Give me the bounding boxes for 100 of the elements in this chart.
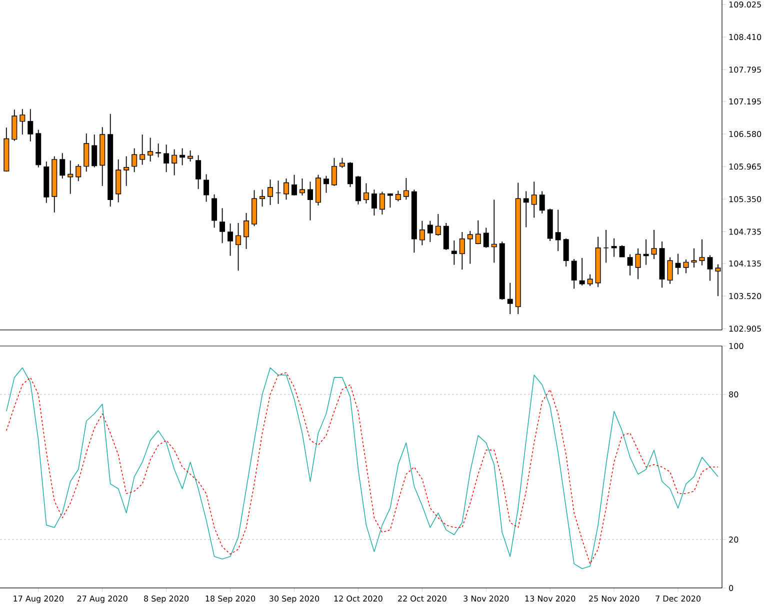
candlestick xyxy=(683,259,689,274)
x-tick-label: 27 Aug 2020 xyxy=(77,596,128,604)
candlestick xyxy=(491,199,497,264)
candlestick xyxy=(212,194,218,228)
candlestick xyxy=(467,230,473,264)
candlestick xyxy=(164,144,170,173)
candlestick xyxy=(76,164,82,182)
candlestick xyxy=(196,154,202,190)
candlestick xyxy=(307,181,313,221)
candlestick xyxy=(379,191,385,215)
x-tick-label: 22 Oct 2020 xyxy=(398,596,446,602)
candlestick xyxy=(691,248,697,268)
candlestick xyxy=(523,190,529,228)
candlestick xyxy=(347,162,353,188)
candlestick xyxy=(587,274,593,286)
y-tick-label: 104.735 xyxy=(729,228,761,235)
candlestick xyxy=(475,220,481,245)
candlestick xyxy=(427,220,433,243)
candlestick xyxy=(132,148,138,173)
candlestick xyxy=(188,150,194,162)
candlestick xyxy=(355,175,361,205)
candlestick xyxy=(667,256,673,284)
candlestick xyxy=(387,192,393,208)
candlestick xyxy=(419,220,425,246)
candlestick xyxy=(220,208,226,244)
candlestick xyxy=(148,137,154,162)
candlestick xyxy=(635,248,641,280)
y-tick-label: 100 xyxy=(729,342,744,350)
candlestick xyxy=(531,181,537,218)
candlestick xyxy=(180,148,186,166)
candlestick xyxy=(92,134,98,168)
candlestick xyxy=(291,174,297,196)
candlestick xyxy=(371,189,377,216)
y-tick-label: 107.795 xyxy=(729,66,761,73)
candlestick xyxy=(299,178,305,196)
candlestick xyxy=(443,222,449,250)
candlestick xyxy=(204,174,210,202)
candlestick xyxy=(28,108,34,142)
candlestick xyxy=(699,238,705,266)
y-tick-label: 102.905 xyxy=(729,326,761,332)
y-tick-label: 103.520 xyxy=(729,293,762,300)
candlestick xyxy=(651,229,657,260)
candlestick xyxy=(60,152,66,179)
y-tick-label: 105.965 xyxy=(729,164,761,170)
candlestick xyxy=(236,222,242,272)
x-tick-label: 13 Nov 2020 xyxy=(525,596,576,602)
y-tick-label: 104.135 xyxy=(729,260,761,267)
candlestick xyxy=(459,232,465,270)
candlestick xyxy=(707,254,713,282)
candlestick xyxy=(140,134,146,166)
candlestick xyxy=(571,258,577,290)
y-tick-label: 108.410 xyxy=(729,34,762,40)
candlestick xyxy=(284,178,289,200)
candlestick xyxy=(435,214,441,236)
candlestick xyxy=(603,229,609,264)
candlestick xyxy=(12,109,18,142)
candlestick xyxy=(172,148,178,176)
candlestick xyxy=(395,190,401,202)
x-tick-label: 7 Dec 2020 xyxy=(656,596,700,602)
y-tick-label: 107.195 xyxy=(729,98,761,104)
x-tick-label: 17 Aug 2020 xyxy=(14,596,64,604)
candlestick xyxy=(339,157,345,168)
candlestick xyxy=(579,258,585,286)
candlestick xyxy=(244,212,250,250)
x-tick-label: 30 Sep 2020 xyxy=(270,596,320,604)
candlestick xyxy=(675,253,681,275)
candlestick xyxy=(156,143,162,158)
candlestick xyxy=(539,190,545,214)
candlestick xyxy=(611,238,617,258)
y-tick-label: 109.025 xyxy=(729,1,761,8)
candlestick xyxy=(451,240,457,266)
x-tick-label: 3 Nov 2020 xyxy=(464,596,509,602)
candlestick xyxy=(276,180,282,204)
candlestick xyxy=(483,227,489,248)
candlestick xyxy=(260,189,266,208)
candlestick xyxy=(619,244,625,258)
candlestick xyxy=(643,238,649,266)
candlestick xyxy=(116,158,122,203)
candlestick xyxy=(627,254,633,276)
y-tick-label: 105.350 xyxy=(729,196,762,202)
candlestick xyxy=(563,238,569,267)
candlestick xyxy=(84,133,90,172)
y-tick-label: 20 xyxy=(729,536,738,543)
candlestick xyxy=(331,157,337,186)
y-tick-label: 106.580 xyxy=(729,130,762,138)
y-tick-label: 80 xyxy=(729,391,738,398)
candlestick xyxy=(507,282,513,315)
x-tick-label: 25 Nov 2020 xyxy=(589,596,640,602)
y-tick-label: 0 xyxy=(729,584,734,592)
candlestick xyxy=(228,223,234,256)
candlestick xyxy=(363,182,369,204)
candlestick xyxy=(268,179,274,206)
candlestick xyxy=(323,175,329,194)
x-tick-label: 18 Sep 2020 xyxy=(206,596,256,604)
candlestick xyxy=(555,209,561,252)
x-tick-label: 12 Oct 2020 xyxy=(334,596,382,602)
candlestick xyxy=(403,178,409,200)
candlestick xyxy=(20,108,26,135)
candlestick xyxy=(124,156,130,186)
candlestick xyxy=(68,160,74,194)
